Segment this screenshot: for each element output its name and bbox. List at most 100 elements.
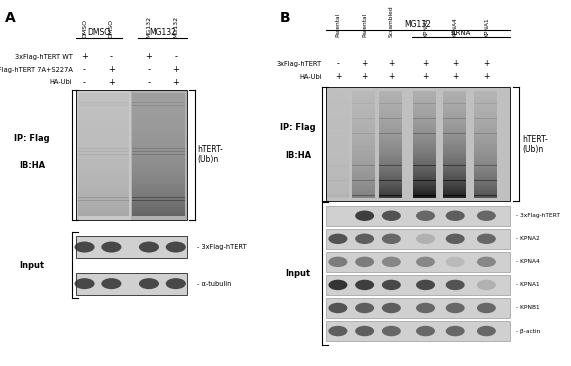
Ellipse shape — [416, 210, 435, 221]
Bar — [443, 125, 466, 127]
Bar — [352, 95, 375, 97]
Text: MG132: MG132 — [149, 28, 176, 37]
Bar — [352, 120, 375, 123]
Bar — [443, 178, 466, 180]
Text: +: + — [388, 72, 395, 81]
Bar — [132, 154, 185, 158]
Bar — [474, 193, 497, 195]
Bar — [325, 91, 349, 93]
Text: -: - — [147, 65, 150, 74]
Bar — [352, 142, 375, 144]
Bar — [474, 106, 497, 108]
Bar — [132, 99, 185, 102]
Bar — [413, 97, 436, 99]
Bar — [443, 138, 466, 140]
Bar — [325, 119, 349, 121]
Bar — [352, 129, 375, 131]
Bar — [474, 97, 497, 99]
Bar — [78, 213, 130, 216]
Ellipse shape — [355, 280, 374, 290]
Bar — [379, 159, 402, 161]
Text: 3xFlag-hTERT 7A+S227A: 3xFlag-hTERT 7A+S227A — [0, 67, 73, 72]
Bar — [325, 161, 349, 164]
Bar — [352, 138, 375, 140]
Bar — [443, 91, 466, 93]
Bar — [443, 170, 466, 172]
Bar — [413, 193, 436, 195]
Bar — [474, 178, 497, 180]
Bar — [379, 138, 402, 140]
Bar — [78, 96, 130, 100]
Bar — [474, 157, 497, 159]
Bar — [474, 114, 497, 116]
Bar — [474, 110, 497, 112]
Bar — [474, 189, 497, 191]
Bar — [379, 195, 402, 198]
Bar — [474, 191, 497, 193]
Bar — [443, 99, 466, 101]
Ellipse shape — [416, 326, 435, 336]
Bar — [325, 195, 349, 198]
Bar — [132, 213, 185, 216]
Ellipse shape — [446, 326, 465, 336]
Bar — [413, 148, 436, 151]
Bar — [379, 134, 402, 136]
Text: +: + — [388, 59, 395, 68]
Ellipse shape — [382, 326, 401, 336]
Text: IP: Flag: IP: Flag — [14, 134, 50, 143]
Bar — [413, 183, 436, 185]
Bar — [413, 142, 436, 144]
Bar — [379, 146, 402, 149]
Bar — [326, 321, 510, 341]
Text: HA-Ubi: HA-Ubi — [299, 74, 321, 80]
Bar — [379, 142, 402, 144]
Bar — [413, 155, 436, 157]
Ellipse shape — [328, 280, 347, 290]
Text: - 3xFlag-hTERT: - 3xFlag-hTERT — [197, 244, 247, 250]
Bar — [443, 144, 466, 146]
Bar — [132, 152, 185, 154]
Bar — [78, 136, 130, 139]
Text: 3xFlag-hTERT WT: 3xFlag-hTERT WT — [15, 54, 73, 60]
Bar — [474, 187, 497, 189]
Bar — [413, 140, 436, 142]
Bar — [78, 206, 130, 210]
Bar — [443, 172, 466, 174]
Bar — [443, 183, 466, 185]
Bar — [78, 176, 130, 179]
Bar — [78, 115, 130, 118]
Text: KPNA1: KPNA1 — [484, 18, 489, 37]
Bar — [379, 135, 402, 138]
Bar — [413, 99, 436, 101]
Bar — [413, 123, 436, 125]
Bar — [379, 187, 402, 189]
Text: +: + — [361, 72, 368, 81]
Bar — [443, 146, 466, 149]
Bar — [132, 170, 185, 173]
Bar — [413, 116, 436, 119]
Bar — [379, 120, 402, 123]
Bar — [78, 167, 130, 170]
Bar — [352, 131, 375, 134]
Bar — [131, 90, 187, 220]
Ellipse shape — [355, 257, 374, 267]
Ellipse shape — [328, 234, 347, 244]
Bar — [443, 112, 466, 114]
Bar — [474, 125, 497, 127]
Bar — [474, 112, 497, 114]
Bar — [379, 148, 402, 151]
Bar — [379, 108, 402, 110]
Bar — [379, 157, 402, 159]
Bar — [352, 125, 375, 127]
Bar — [443, 153, 466, 155]
Bar — [379, 183, 402, 185]
Bar — [443, 150, 466, 153]
Bar — [78, 99, 130, 102]
Bar — [132, 124, 185, 127]
Bar — [443, 163, 466, 165]
Bar — [352, 172, 375, 174]
Bar — [325, 138, 349, 140]
Bar — [325, 180, 349, 183]
Bar — [78, 173, 130, 176]
Bar — [379, 153, 402, 155]
